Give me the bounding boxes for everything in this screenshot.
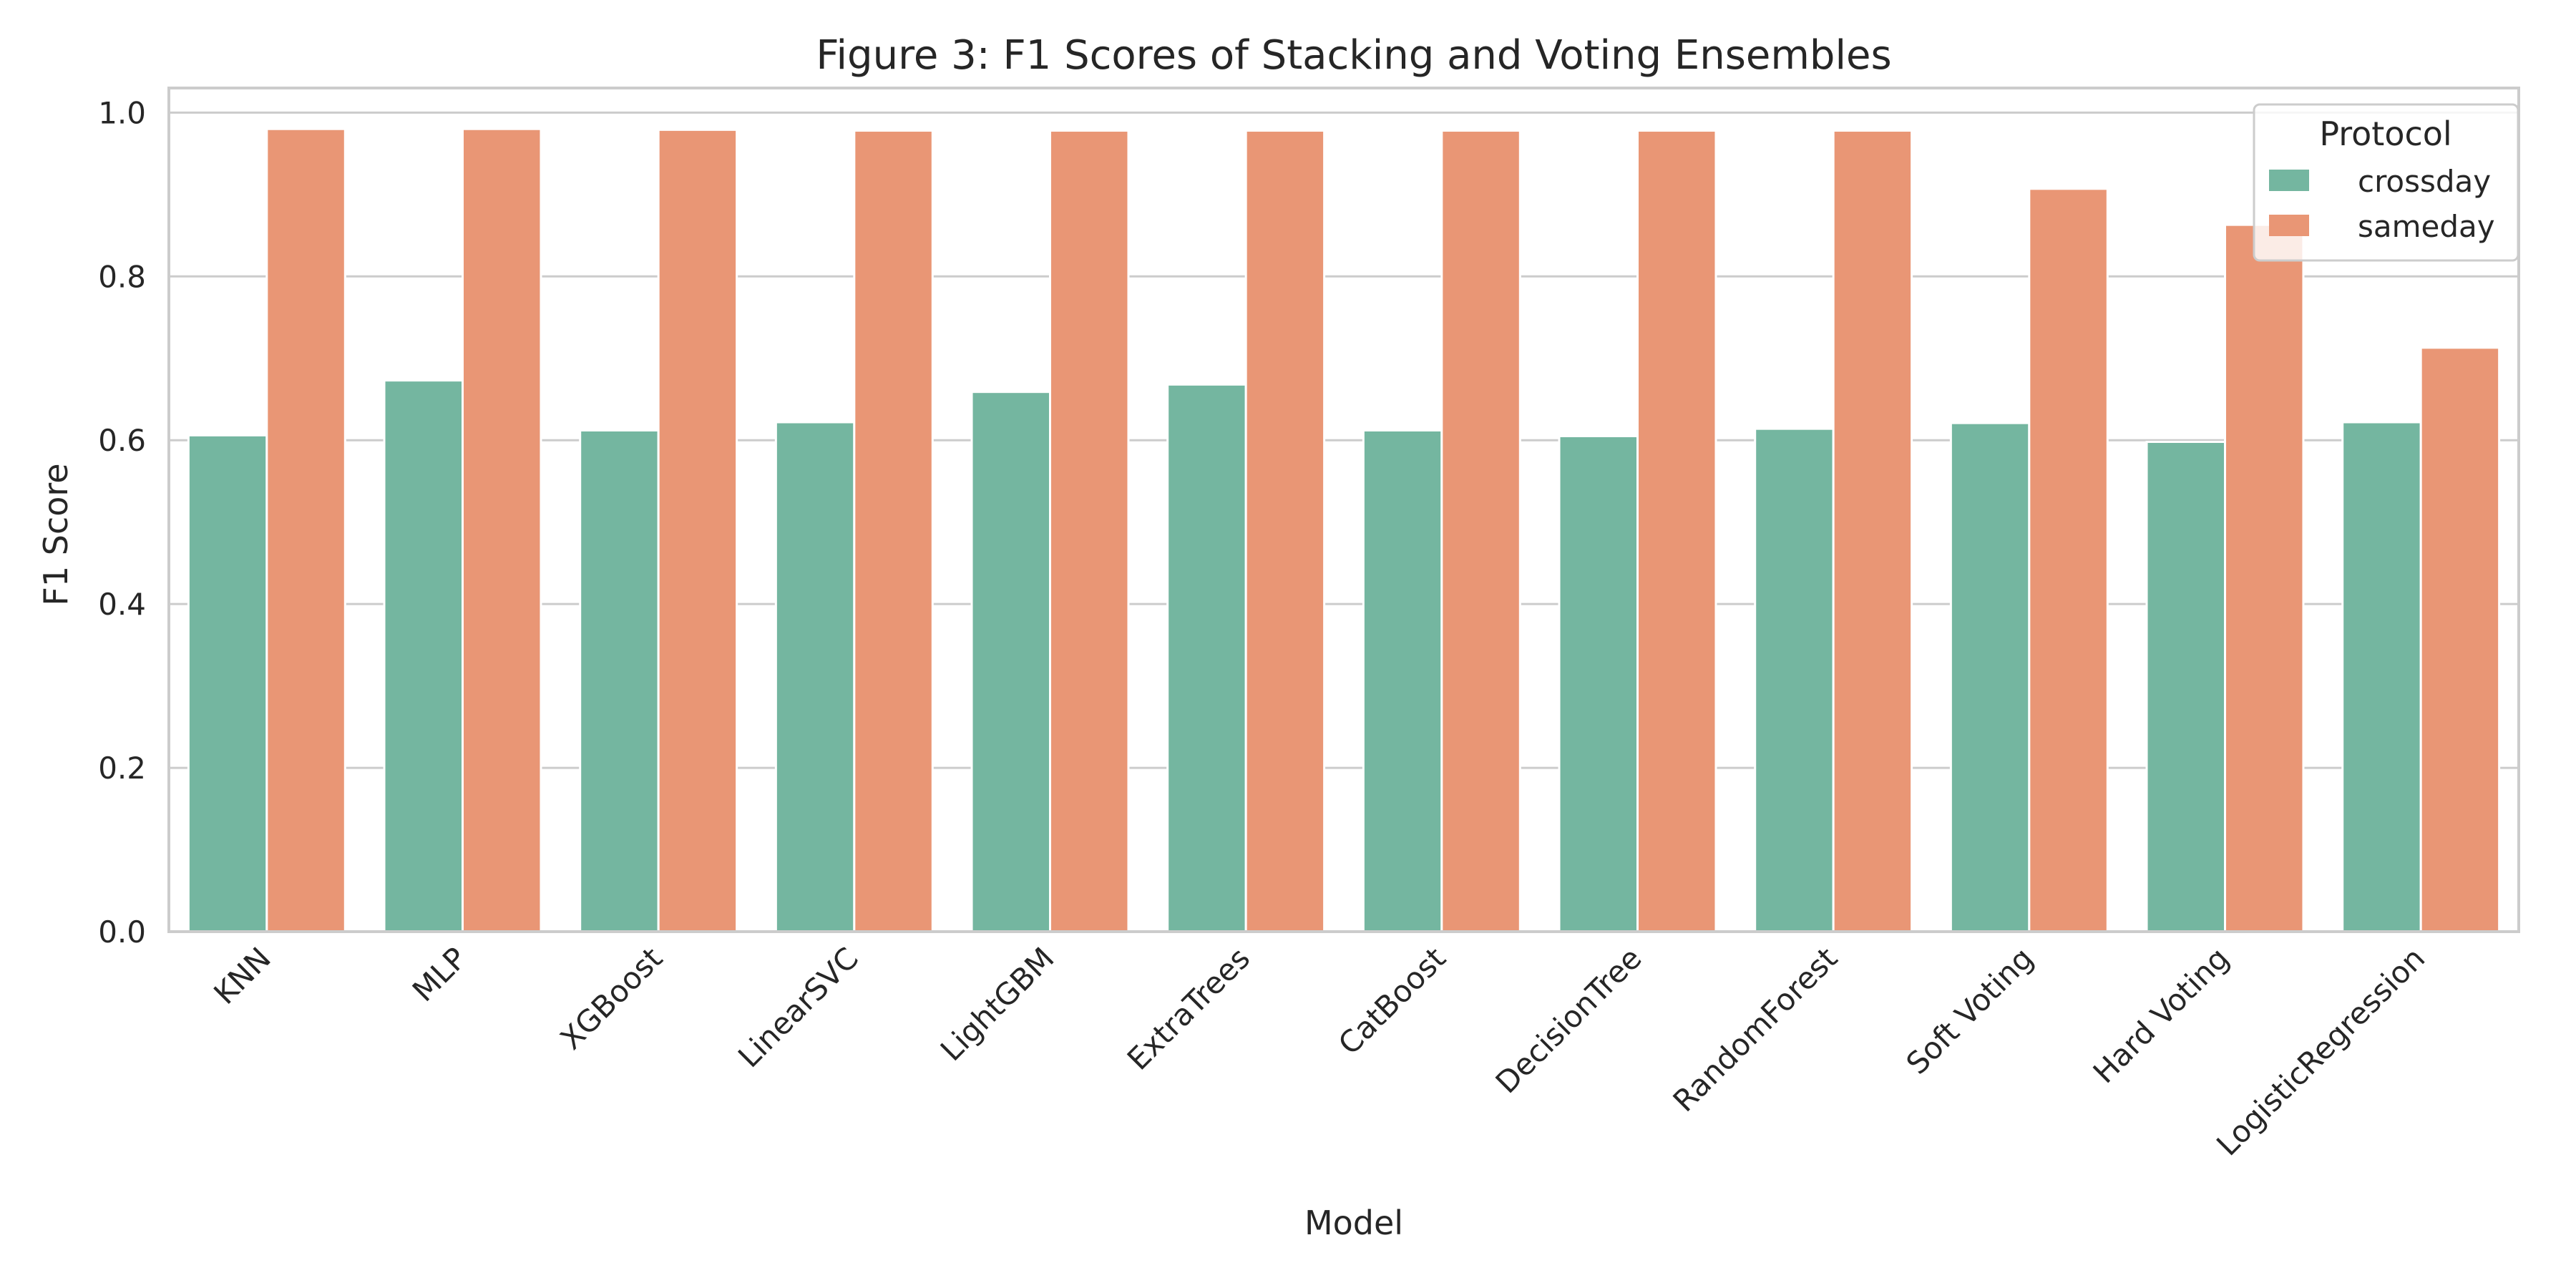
legend-swatch-crossday xyxy=(2269,170,2309,191)
x-axis-label: Model xyxy=(1304,1204,1403,1242)
bar-crossday-knn xyxy=(187,434,268,933)
bar-crossday-logisticregression xyxy=(2341,421,2422,933)
bar-sameday-lightgbm xyxy=(1049,130,1130,933)
bar-crossday-soft-voting xyxy=(1949,421,2031,933)
bar-sameday-logisticregression xyxy=(2419,346,2501,933)
bar-sameday-knn xyxy=(265,127,346,933)
bar-crossday-extratrees xyxy=(1166,383,1247,933)
bar-sameday-randomforest xyxy=(1832,130,1913,933)
bar-sameday-mlp xyxy=(462,127,542,933)
y-tick-label: 0.2 xyxy=(98,751,146,786)
legend-swatch-sameday xyxy=(2269,215,2309,236)
bar-crossday-xgboost xyxy=(579,429,660,933)
y-tick-label: 0.4 xyxy=(98,587,146,622)
bar-crossday-randomforest xyxy=(1754,427,1835,933)
plot-frame xyxy=(167,87,2520,933)
y-axis-label: F1 Score xyxy=(36,463,75,605)
bar-sameday-soft-voting xyxy=(2028,187,2109,933)
y-tick-label: 0.6 xyxy=(98,423,146,458)
y-tick-label: 0.0 xyxy=(98,914,146,950)
bar-sameday-hard-voting xyxy=(2224,223,2305,933)
bar-sameday-extratrees xyxy=(1244,130,1326,933)
y-ticks: 0.0 0.2 0.4 0.6 0.8 1.0 xyxy=(98,95,146,950)
bar-crossday-catboost xyxy=(1362,429,1443,933)
bar-sameday-xgboost xyxy=(657,128,738,933)
bar-sameday-decisiontree xyxy=(1636,130,1717,933)
y-tick-label: 1.0 xyxy=(98,95,146,130)
legend: Protocol crossday sameday xyxy=(2253,103,2519,262)
bar-sameday-catboost xyxy=(1440,130,1521,933)
y-tick-label: 0.8 xyxy=(98,259,146,294)
bar-crossday-linearsvc xyxy=(774,421,856,933)
legend-label-sameday: sameday xyxy=(2358,209,2495,244)
bar-crossday-mlp xyxy=(383,379,464,933)
bars xyxy=(187,127,2501,933)
legend-title: Protocol xyxy=(2319,114,2451,153)
bar-crossday-hard-voting xyxy=(2145,440,2227,933)
chart-title: Figure 3: F1 Scores of Stacking and Voti… xyxy=(816,32,1891,79)
bar-crossday-decisiontree xyxy=(1558,434,1639,933)
bar-crossday-lightgbm xyxy=(970,391,1051,933)
legend-box xyxy=(2253,103,2519,262)
legend-label-crossday: crossday xyxy=(2358,164,2491,199)
bar-sameday-linearsvc xyxy=(853,130,934,933)
